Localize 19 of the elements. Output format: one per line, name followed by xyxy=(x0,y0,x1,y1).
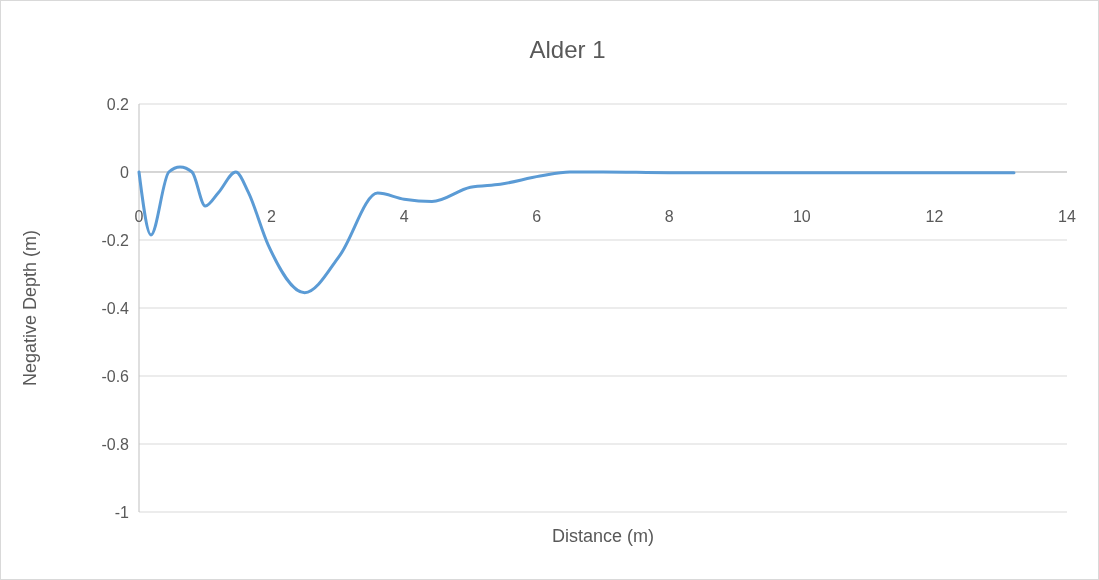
x-tick-label: 14 xyxy=(1058,208,1076,225)
y-tick-label: 0.2 xyxy=(106,96,130,113)
x-axis-title: Distance (m) xyxy=(551,526,655,546)
y-tick-label: -0.2 xyxy=(101,232,130,249)
y-tick-label: -0.4 xyxy=(101,300,130,317)
y-tick-label: -1 xyxy=(114,504,130,521)
y-tick-label: -0.6 xyxy=(101,368,130,385)
x-tick-label: 12 xyxy=(925,208,944,225)
y-axis-title: Negative Depth (m) xyxy=(20,229,40,387)
y-tick-label: 0 xyxy=(120,164,130,181)
x-tick-label: 2 xyxy=(267,208,277,225)
x-tick-label: 10 xyxy=(792,208,811,225)
x-tick-label: 6 xyxy=(532,208,542,225)
x-tick-label: 4 xyxy=(399,208,409,225)
chart-title: Alder 1 xyxy=(529,36,606,63)
x-tick-label: 0 xyxy=(134,208,144,225)
y-tick-label: -0.8 xyxy=(101,436,130,453)
x-tick-label: 8 xyxy=(664,208,674,225)
line-series xyxy=(137,165,1016,295)
